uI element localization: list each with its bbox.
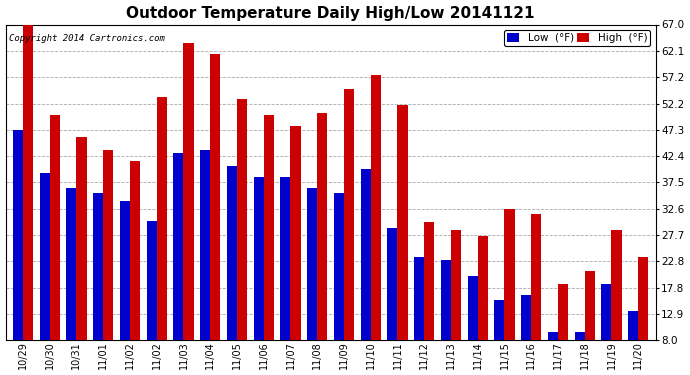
Bar xyxy=(575,332,584,340)
Bar xyxy=(451,231,461,340)
Bar xyxy=(361,169,371,340)
Title: Outdoor Temperature Daily High/Low 20141121: Outdoor Temperature Daily High/Low 20141… xyxy=(126,6,535,21)
Bar xyxy=(531,214,542,340)
Bar xyxy=(93,192,104,340)
Bar xyxy=(227,166,237,340)
Legend: Low  (°F), High  (°F): Low (°F), High (°F) xyxy=(504,30,651,46)
Bar xyxy=(371,75,381,340)
Bar xyxy=(504,209,515,340)
Bar xyxy=(210,54,220,340)
Bar xyxy=(494,300,504,340)
Bar xyxy=(307,188,317,340)
Bar xyxy=(264,116,274,340)
Bar xyxy=(130,161,140,340)
Bar xyxy=(146,221,157,340)
Bar xyxy=(441,260,451,340)
Bar xyxy=(13,130,23,340)
Bar xyxy=(414,257,424,340)
Bar xyxy=(334,193,344,340)
Bar xyxy=(477,236,488,340)
Bar xyxy=(50,116,60,340)
Bar xyxy=(611,231,622,340)
Bar xyxy=(521,295,531,340)
Bar xyxy=(120,201,130,340)
Bar xyxy=(397,105,408,340)
Bar xyxy=(200,150,210,340)
Bar xyxy=(280,177,290,340)
Bar xyxy=(601,284,611,340)
Bar xyxy=(77,137,87,340)
Text: Copyright 2014 Cartronics.com: Copyright 2014 Cartronics.com xyxy=(9,34,165,43)
Bar xyxy=(638,257,649,340)
Bar xyxy=(628,311,638,340)
Bar xyxy=(468,276,477,340)
Bar xyxy=(317,113,327,340)
Bar xyxy=(253,177,264,340)
Bar xyxy=(104,150,113,340)
Bar xyxy=(39,173,50,340)
Bar xyxy=(387,228,397,340)
Bar xyxy=(237,99,247,340)
Bar xyxy=(290,126,301,340)
Bar xyxy=(173,153,184,340)
Bar xyxy=(424,222,435,340)
Bar xyxy=(157,97,167,340)
Bar xyxy=(184,43,194,340)
Bar xyxy=(344,89,354,340)
Bar xyxy=(23,24,33,340)
Bar xyxy=(558,284,568,340)
Bar xyxy=(548,332,558,340)
Bar xyxy=(66,188,77,340)
Bar xyxy=(584,271,595,340)
